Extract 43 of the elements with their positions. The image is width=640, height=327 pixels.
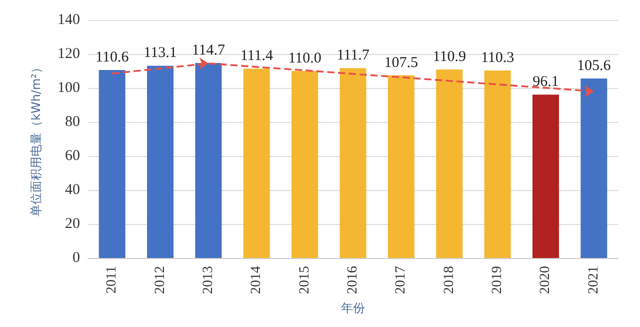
bar <box>580 78 608 258</box>
y-tick-label: 20 <box>65 216 80 232</box>
data-label: 111.4 <box>240 48 274 64</box>
x-tick-label: 2017 <box>394 266 409 294</box>
bar <box>243 68 270 258</box>
bar <box>340 68 366 258</box>
y-tick-label: 80 <box>65 114 80 130</box>
bar <box>292 71 318 258</box>
y-tick-label: 0 <box>72 250 80 266</box>
x-tick-label: 2013 <box>200 266 216 294</box>
x-tick-label: 2020 <box>538 266 554 294</box>
y-tick-label: 60 <box>65 148 80 164</box>
data-label: 110.6 <box>95 49 130 66</box>
data-label: 110.3 <box>480 50 514 66</box>
x-tick-label: 2011 <box>104 266 120 294</box>
x-tick-label: 2021 <box>586 266 602 294</box>
bar <box>532 94 559 258</box>
x-tick-label: 2019 <box>490 266 506 294</box>
x-tick-label: 2014 <box>249 266 264 294</box>
y-tick-label: 140 <box>58 12 80 28</box>
bar <box>436 69 463 258</box>
bar <box>195 63 222 258</box>
y-tick-label: 100 <box>58 80 80 96</box>
bar <box>98 70 126 258</box>
x-tick-label: 2012 <box>152 266 168 294</box>
y-tick-label: 40 <box>65 182 80 198</box>
x-axis-title: 年份 <box>341 301 365 315</box>
bar <box>388 75 414 258</box>
x-tick-label: 2015 <box>297 266 312 294</box>
y-axis-title: 单位面积用电量（kWh/m²） <box>29 62 43 216</box>
x-tick-label: 2016 <box>346 266 360 294</box>
y-tick-label: 120 <box>58 46 80 62</box>
bar <box>147 66 174 258</box>
data-label: 110.9 <box>432 48 466 65</box>
data-label: 107.5 <box>384 54 418 71</box>
data-label: 110.0 <box>288 50 322 66</box>
data-label: 96.1 <box>532 74 559 90</box>
data-label: 113.1 <box>144 45 177 62</box>
x-tick-label: 2018 <box>442 266 457 294</box>
data-label: 111.7 <box>336 48 370 64</box>
data-label: 105.6 <box>577 58 612 74</box>
bar <box>484 70 511 258</box>
data-label: 114.7 <box>192 42 226 59</box>
